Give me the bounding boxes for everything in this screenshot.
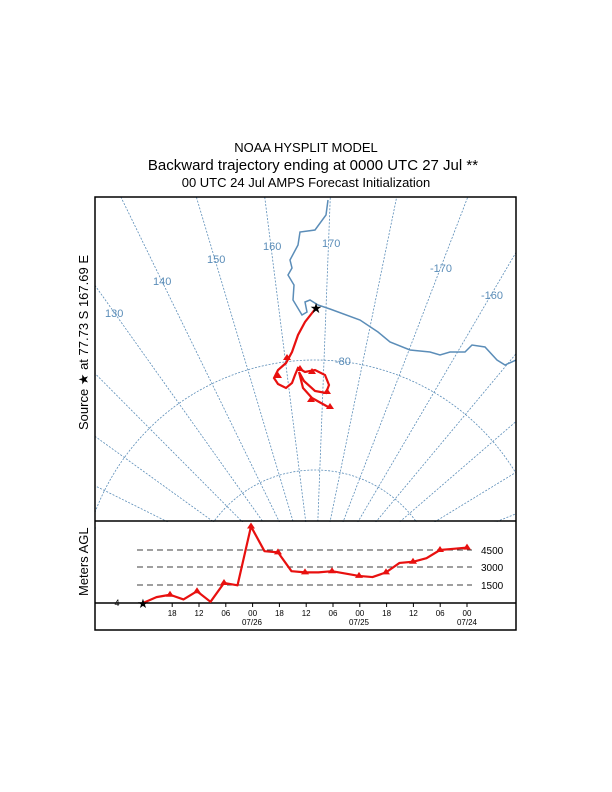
trajectory-path [272, 307, 331, 409]
height-marker [463, 543, 471, 550]
parallel-label: -80 [335, 356, 351, 368]
height-marker [301, 568, 309, 575]
x-tick-label: 18 [168, 609, 177, 618]
x-tick-label: 00 [248, 609, 257, 618]
meridian-line [339, 197, 469, 530]
meridian-line [195, 197, 297, 530]
meridian-line [120, 197, 284, 530]
meridian-line [327, 197, 398, 530]
x-tick-label: 18 [382, 609, 391, 618]
x-tick-label: 00 [355, 609, 364, 618]
meridian-line [264, 197, 308, 530]
height-gridlines [137, 549, 472, 586]
meridian-label: 150 [207, 254, 225, 266]
x-tick-label: 06 [221, 609, 230, 618]
plot-frame [94, 196, 517, 631]
x-tick-label: 12 [195, 609, 204, 618]
left-tick: 4 [114, 598, 119, 608]
x-tick-label: 12 [302, 609, 311, 618]
date-label: 07/26 [242, 618, 263, 627]
height-marker [247, 522, 255, 529]
meridian-line [95, 372, 252, 530]
meridian-line [352, 251, 516, 530]
x-tick-label: 00 [463, 609, 472, 618]
trajectory-markers [274, 354, 334, 409]
x-tick-label: 06 [329, 609, 338, 618]
y-tick: 4500 [481, 546, 504, 557]
height-marker [220, 578, 228, 585]
meridian-label: -170 [430, 263, 452, 275]
y-tick: 1500 [481, 581, 504, 592]
source-label: Source ★ at 77.73 S 167.69 E [76, 255, 91, 430]
title-line1: NOAA HYSPLIT MODEL [234, 140, 378, 155]
meridian-label: 130 [105, 308, 123, 320]
height-series [142, 522, 471, 605]
meridian-label: 160 [263, 241, 281, 253]
meridian-label: -160 [481, 290, 503, 302]
parallel-line [207, 469, 423, 530]
height-marker [166, 590, 174, 597]
x-ticks: 18 12 06 00 18 12 06 00 18 12 06 00 [168, 603, 472, 618]
y-axis-label: Meters AGL [76, 527, 91, 596]
meridian-line [368, 353, 516, 530]
date-label: 07/24 [457, 618, 478, 627]
coastline [287, 199, 516, 366]
height-marker [409, 557, 417, 564]
title-line2: Backward trajectory ending at 0000 UTC 2… [148, 157, 478, 174]
meridian-label: 140 [153, 276, 171, 288]
height-marker [274, 548, 282, 555]
source-star-icon: ★ [310, 300, 323, 316]
meridian-labels: 130 140 150 160 170 -170 -160 -80 [105, 238, 503, 368]
x-tick-label: 12 [409, 609, 418, 618]
y-tick: 3000 [481, 563, 504, 574]
height-marker [193, 587, 201, 594]
meridian-line [389, 420, 516, 530]
meridian-label: 170 [322, 238, 340, 250]
source-star-icon: ★ [137, 596, 149, 611]
meridian-line [95, 284, 270, 530]
title-line3: 00 UTC 24 Jul AMPS Forecast Initializati… [182, 175, 431, 190]
height-marker [436, 546, 444, 552]
height-marker [382, 568, 390, 575]
date-label: 07/25 [349, 618, 370, 627]
meridian-line [317, 197, 331, 530]
parallel-line [95, 359, 516, 514]
height-marker [328, 567, 336, 574]
x-tick-label: 18 [275, 609, 284, 618]
height-marker [355, 571, 363, 578]
x-tick-label: 06 [436, 609, 445, 618]
